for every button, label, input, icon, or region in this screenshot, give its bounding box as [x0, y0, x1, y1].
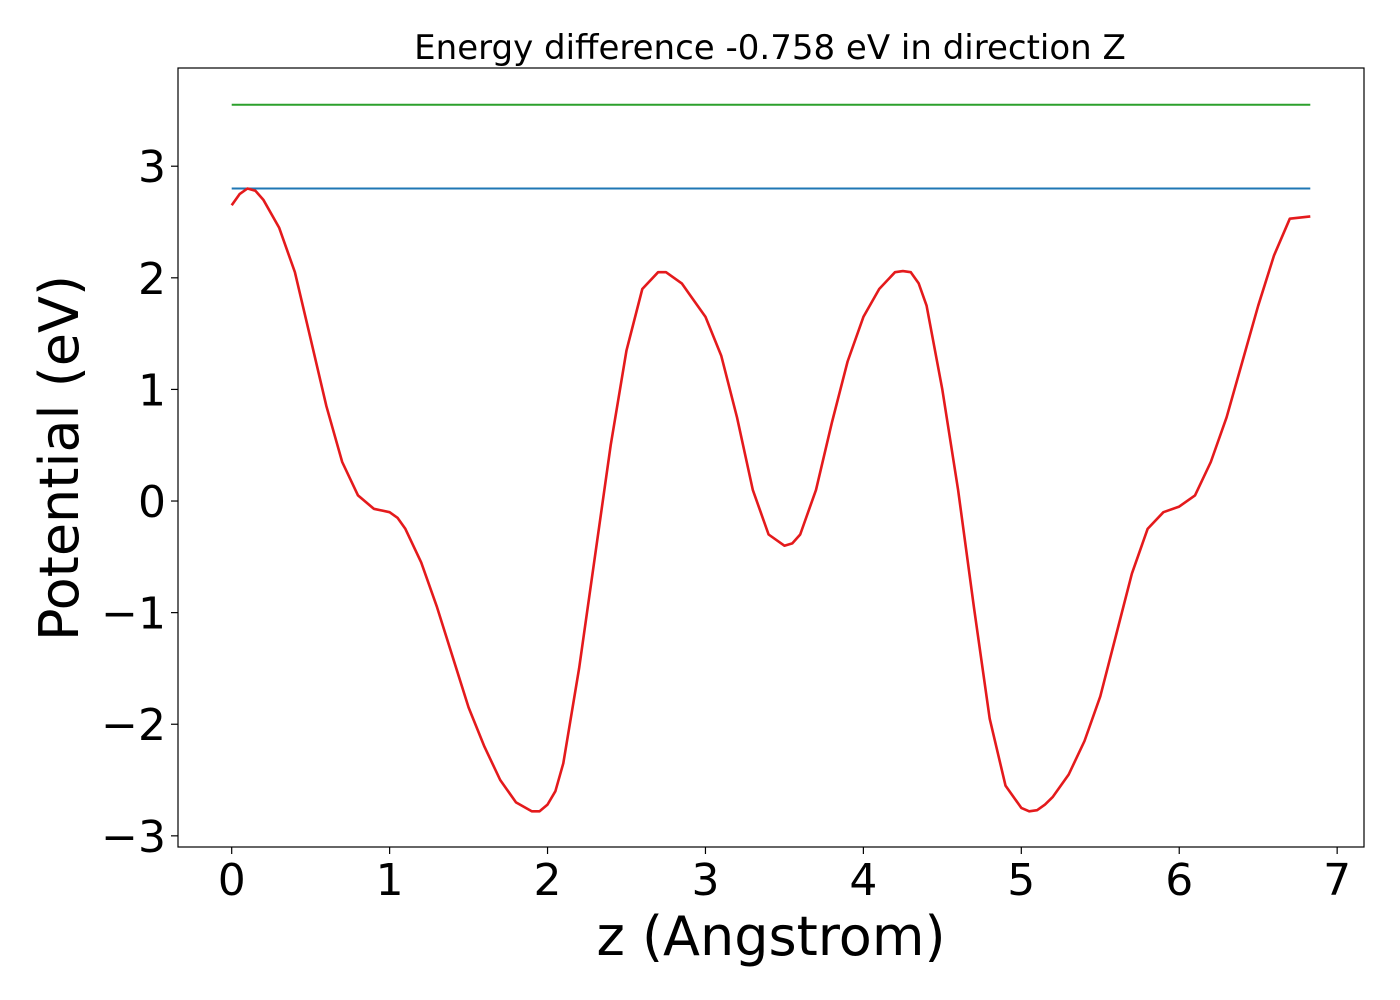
x-axis-title: z (Angstrom)	[596, 905, 945, 968]
x-tick-label: 1	[376, 855, 404, 906]
y-axis: −3 −2 −1 0 1 2 3	[101, 142, 178, 863]
x-tick-label: 5	[1007, 855, 1035, 906]
plot-area-frame	[177, 67, 1365, 848]
series-layer	[230, 103, 1311, 813]
x-tick-label: 6	[1165, 855, 1193, 906]
x-tick-label: 2	[534, 855, 562, 906]
x-tick-label: 7	[1323, 855, 1351, 906]
x-axis: 0 1 2 3 4 5 6 7	[218, 847, 1351, 906]
y-tick-label: −3	[101, 812, 166, 863]
x-tick-label: 0	[218, 855, 246, 906]
chart-title: Energy difference -0.758 eV in direction…	[414, 28, 1126, 68]
y-tick-label: 0	[138, 477, 166, 528]
y-tick-label: 1	[138, 365, 166, 416]
potential-curve	[230, 187, 1311, 813]
y-tick-label: −2	[101, 700, 166, 751]
x-tick-label: 4	[849, 855, 877, 906]
y-tick-label: 3	[138, 142, 166, 193]
x-tick-label: 3	[691, 855, 719, 906]
y-tick-label: 2	[138, 254, 166, 305]
y-axis-title: Potential (eV)	[28, 275, 91, 641]
y-tick-label: −1	[101, 589, 166, 640]
